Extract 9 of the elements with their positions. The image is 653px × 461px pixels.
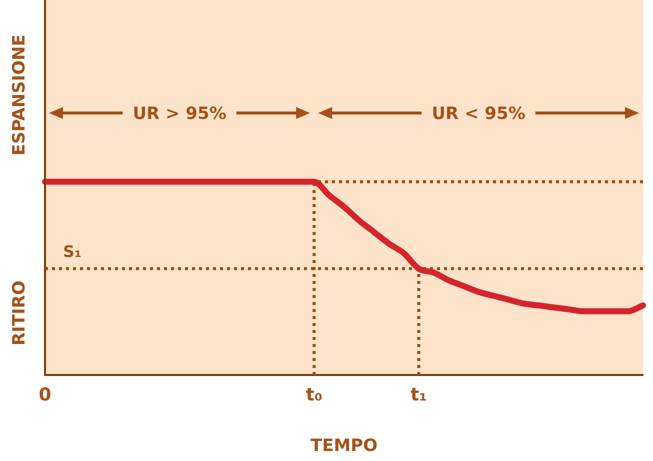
x-tick-label: t₀ (306, 384, 322, 406)
x-tick-label: 0 (38, 384, 52, 406)
text: UR > 95% (132, 104, 226, 124)
text: UR < 95% (432, 104, 526, 124)
x-axis-title: TEMPO (310, 436, 378, 456)
text: ESPANSIONE (9, 34, 30, 156)
text: RITIRO (9, 280, 30, 346)
ref-line-label: S₁ (63, 242, 82, 261)
x-tick-label: t₁ (410, 384, 427, 406)
